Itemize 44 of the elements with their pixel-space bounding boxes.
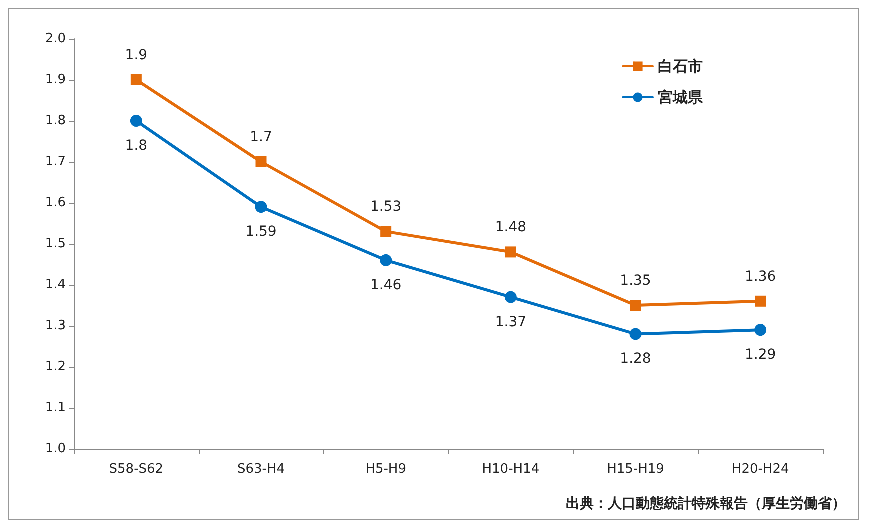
point <box>630 300 642 311</box>
point <box>380 254 392 266</box>
y-tick-label: 1.9 <box>45 72 66 88</box>
y-tick-label: 2.0 <box>45 32 66 46</box>
y-tick-label: 1.3 <box>45 318 66 334</box>
data-label: 1.8 <box>125 138 148 154</box>
data-label: 1.28 <box>620 351 652 368</box>
point <box>256 156 267 168</box>
source-note: 出典：人口動態統計特殊報告（厚生労働省） <box>566 495 846 512</box>
point <box>630 328 642 340</box>
x-tick-label: H20-H24 <box>732 462 790 477</box>
point <box>130 74 142 86</box>
y-tick-label: 1.1 <box>45 400 66 416</box>
data-label: 1.59 <box>246 224 277 240</box>
y-tick-label: 1.5 <box>45 236 66 252</box>
data-label: 1.9 <box>125 48 148 64</box>
data-label: 1.48 <box>495 220 527 236</box>
x-tick-label: H10-H14 <box>482 462 540 477</box>
point <box>755 296 766 307</box>
y-tick-label: 1.4 <box>45 278 66 292</box>
data-label: 1.29 <box>744 347 776 364</box>
y-tick-label: 1.7 <box>45 154 66 170</box>
data-label: 1.36 <box>744 268 776 285</box>
point <box>380 226 392 238</box>
point <box>505 246 516 258</box>
point <box>255 201 268 214</box>
legend-label: 白石市 <box>658 58 703 76</box>
x-tick-label: H15-H19 <box>607 462 664 477</box>
y-tick-label: 1.0 <box>45 442 66 456</box>
point <box>130 115 142 127</box>
data-label: 1.37 <box>495 314 527 330</box>
legend-label: 宮城県 <box>658 88 704 106</box>
x-tick-label: S63-H4 <box>237 462 286 477</box>
y-tick-label: 1.8 <box>45 114 66 128</box>
y-tick-label: 1.2 <box>45 360 66 374</box>
point <box>504 291 517 304</box>
data-label: 1.53 <box>370 199 402 216</box>
x-tick-label: S58-S62 <box>109 462 164 477</box>
data-label: 1.35 <box>620 273 652 289</box>
x-tick-label: H5-H9 <box>366 462 406 477</box>
point <box>754 324 767 336</box>
y-tick-label: 1.6 <box>45 196 66 210</box>
data-label: 1.46 <box>370 277 402 294</box>
data-label: 1.7 <box>250 130 272 146</box>
